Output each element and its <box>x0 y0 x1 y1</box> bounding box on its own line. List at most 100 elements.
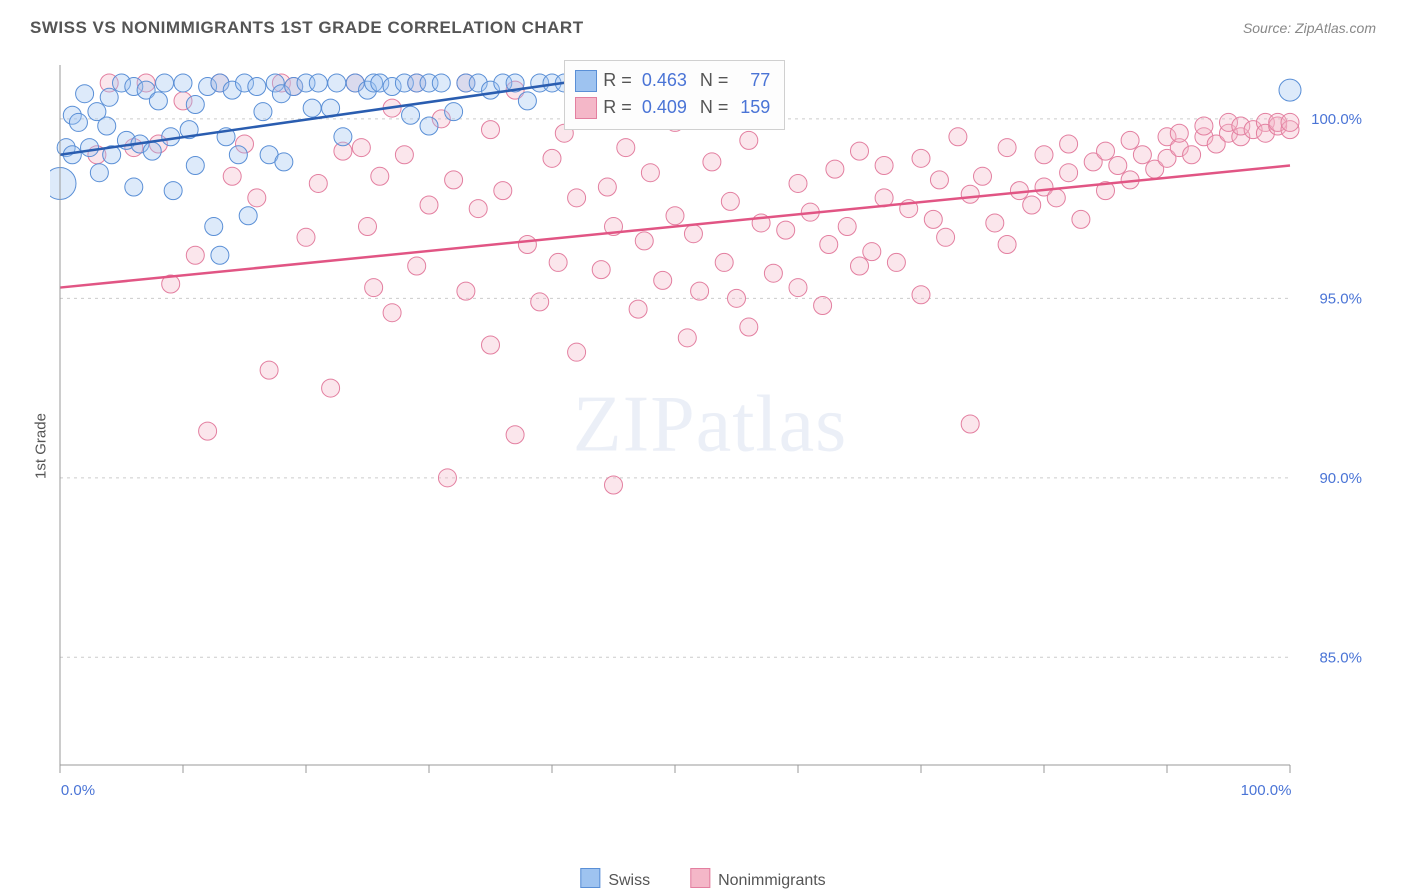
data-point <box>229 146 247 164</box>
data-point <box>1195 117 1213 135</box>
data-point <box>875 157 893 175</box>
data-point <box>402 106 420 124</box>
plot-area: 85.0%90.0%95.0%100.0%0.0%100.0% ZIPatlas… <box>50 55 1370 825</box>
data-point <box>1109 157 1127 175</box>
data-point <box>1121 131 1139 149</box>
data-point <box>961 185 979 203</box>
data-point <box>69 113 87 131</box>
data-point <box>1279 79 1301 101</box>
data-point <box>949 128 967 146</box>
data-point <box>1035 146 1053 164</box>
data-point <box>143 142 161 160</box>
data-point <box>654 271 672 289</box>
correlation-stats-box: R = 0.463 N = 77 R = 0.409 N = 159 <box>564 60 785 130</box>
data-point <box>715 253 733 271</box>
data-point <box>721 192 739 210</box>
data-point <box>1060 164 1078 182</box>
legend-label: Nonimmigrants <box>718 872 826 889</box>
data-point <box>457 282 475 300</box>
data-point <box>924 210 942 228</box>
data-point <box>420 196 438 214</box>
data-point <box>275 153 293 171</box>
data-point <box>76 85 94 103</box>
data-point <box>986 214 1004 232</box>
data-point <box>617 139 635 157</box>
data-point <box>328 74 346 92</box>
legend: Swiss Nonimmigrants <box>580 868 825 890</box>
data-point <box>666 207 684 225</box>
data-point <box>777 221 795 239</box>
data-point <box>703 153 721 171</box>
data-point <box>1183 146 1201 164</box>
data-point <box>322 379 340 397</box>
legend-swatch <box>580 868 600 888</box>
data-point <box>297 228 315 246</box>
n-label: N = <box>700 67 729 94</box>
data-point <box>254 103 272 121</box>
data-point <box>820 235 838 253</box>
x-tick-label: 100.0% <box>1241 782 1292 799</box>
data-point <box>605 476 623 494</box>
data-point <box>81 139 99 157</box>
data-point <box>826 160 844 178</box>
data-point <box>598 178 616 196</box>
data-point <box>438 469 456 487</box>
source-credit: Source: ZipAtlas.com <box>1243 20 1376 36</box>
data-point <box>740 131 758 149</box>
data-point <box>149 92 167 110</box>
data-point <box>678 329 696 347</box>
legend-item: Nonimmigrants <box>690 868 826 890</box>
data-point <box>352 139 370 157</box>
data-point <box>211 246 229 264</box>
data-point <box>408 257 426 275</box>
data-point <box>912 286 930 304</box>
data-point <box>50 167 76 199</box>
legend-item: Swiss <box>580 868 650 890</box>
data-point <box>1072 210 1090 228</box>
trend-line <box>60 166 1290 288</box>
data-point <box>851 257 869 275</box>
y-axis-label: 1st Grade <box>32 413 49 479</box>
data-point <box>506 426 524 444</box>
data-point <box>961 415 979 433</box>
data-point <box>125 178 143 196</box>
y-tick-label: 100.0% <box>1311 111 1362 128</box>
data-point <box>334 128 352 146</box>
data-point <box>549 253 567 271</box>
data-point <box>531 293 549 311</box>
data-point <box>789 174 807 192</box>
n-label: N = <box>700 94 729 121</box>
legend-swatch <box>690 868 710 888</box>
data-point <box>205 218 223 236</box>
data-point <box>90 164 108 182</box>
data-point <box>309 74 327 92</box>
data-point <box>482 336 500 354</box>
data-point <box>764 264 782 282</box>
r-value: 0.463 <box>642 67 690 94</box>
data-point <box>1133 146 1151 164</box>
data-point <box>482 121 500 139</box>
y-tick-label: 90.0% <box>1319 470 1362 487</box>
data-point <box>395 146 413 164</box>
data-point <box>568 343 586 361</box>
data-point <box>629 300 647 318</box>
data-point <box>309 174 327 192</box>
data-point <box>186 95 204 113</box>
legend-label: Swiss <box>608 872 650 889</box>
data-point <box>303 99 321 117</box>
data-point <box>494 182 512 200</box>
y-tick-label: 85.0% <box>1319 649 1362 666</box>
x-tick-label: 0.0% <box>61 782 95 799</box>
data-point <box>518 92 536 110</box>
data-point <box>98 117 116 135</box>
data-point <box>199 422 217 440</box>
r-value: 0.409 <box>642 94 690 121</box>
data-point <box>445 103 463 121</box>
data-point <box>998 235 1016 253</box>
data-point <box>684 225 702 243</box>
data-point <box>248 189 266 207</box>
data-point <box>1170 124 1188 142</box>
data-point <box>359 218 377 236</box>
data-point <box>1097 142 1115 160</box>
legend-swatch <box>575 97 597 119</box>
